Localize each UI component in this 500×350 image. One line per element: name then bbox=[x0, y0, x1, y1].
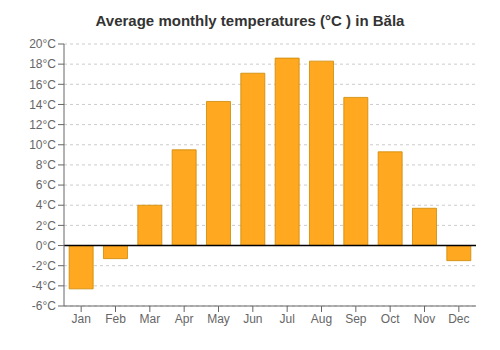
svg-text:8°C: 8°C bbox=[36, 158, 56, 172]
svg-text:2°C: 2°C bbox=[36, 219, 56, 233]
svg-text:Jan: Jan bbox=[71, 312, 90, 326]
svg-text:Dec: Dec bbox=[448, 312, 469, 326]
svg-text:-4°C: -4°C bbox=[32, 279, 56, 293]
svg-text:Jun: Jun bbox=[243, 312, 262, 326]
svg-text:Oct: Oct bbox=[381, 312, 400, 326]
svg-text:May: May bbox=[207, 312, 230, 326]
svg-text:6°C: 6°C bbox=[36, 178, 56, 192]
svg-text:Mar: Mar bbox=[139, 312, 160, 326]
svg-text:Sep: Sep bbox=[345, 312, 367, 326]
svg-text:Nov: Nov bbox=[414, 312, 435, 326]
svg-text:12°C: 12°C bbox=[29, 118, 56, 132]
svg-text:0°C: 0°C bbox=[36, 239, 56, 253]
html-text:Average monthly temperatures (: Average monthly temperatures (°C ) in Bă… bbox=[95, 12, 405, 29]
svg-text:18°C: 18°C bbox=[29, 57, 56, 71]
svg-text:Aug: Aug bbox=[311, 312, 332, 326]
svg-text:14°C: 14°C bbox=[29, 98, 56, 112]
svg-text:-2°C: -2°C bbox=[32, 259, 56, 273]
svg-text:4°C: 4°C bbox=[36, 198, 56, 212]
svg-text:10°C: 10°C bbox=[29, 138, 56, 152]
svg-text:Apr: Apr bbox=[175, 312, 194, 326]
svg-text:Jul: Jul bbox=[279, 312, 294, 326]
svg-text:20°C: 20°C bbox=[29, 37, 56, 51]
svg-text:16°C: 16°C bbox=[29, 78, 56, 92]
svg-text:-6°C: -6°C bbox=[32, 299, 56, 313]
svg-text:Feb: Feb bbox=[105, 312, 126, 326]
